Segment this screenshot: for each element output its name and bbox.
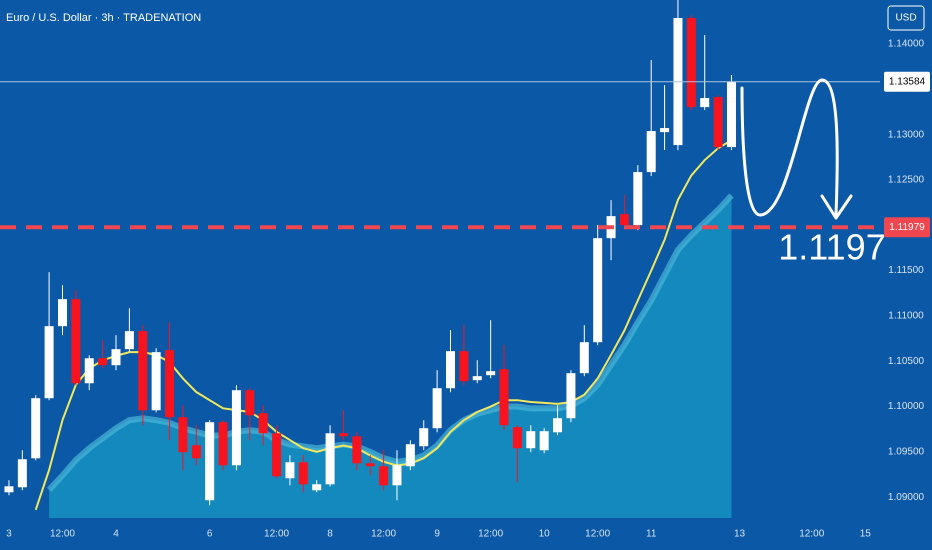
candle-body — [138, 331, 148, 411]
candle-body — [285, 462, 295, 479]
candle-body — [111, 349, 121, 366]
candle-body — [646, 131, 656, 173]
x-tick-label: 6 — [207, 529, 213, 540]
x-tick-label: 12:00 — [50, 529, 75, 540]
candle-body — [17, 459, 27, 488]
candle-body — [231, 390, 241, 466]
level-box — [884, 217, 930, 238]
drawn-arrow — [740, 78, 839, 217]
y-tick-label: 1.10500 — [888, 356, 925, 367]
candle-body — [44, 326, 54, 399]
candle-body — [660, 128, 670, 133]
x-tick-label: 12:00 — [799, 529, 824, 540]
candle-body — [633, 172, 643, 226]
candle-body — [419, 428, 429, 447]
plot-area — [0, 0, 880, 518]
x-tick-label: 15 — [860, 529, 872, 540]
arrow-head — [820, 194, 853, 220]
candle-body — [57, 299, 67, 327]
candle-body — [553, 418, 563, 433]
candle-body — [71, 299, 81, 384]
x-tick-label: 3 — [6, 529, 12, 540]
candle-body — [539, 431, 549, 451]
currency-box[interactable] — [887, 5, 925, 31]
y-tick-label: 1.09500 — [888, 446, 925, 457]
candle-body — [499, 369, 509, 426]
candle-body — [272, 433, 282, 477]
x-tick-label: 4 — [113, 529, 119, 540]
candle-body — [432, 388, 442, 429]
candle-body — [84, 358, 94, 384]
candle-body — [526, 431, 536, 449]
candle-body — [459, 351, 469, 382]
y-tick-label: 1.14000 — [888, 39, 925, 50]
x-tick-label: 13 — [734, 529, 746, 540]
candle-body — [98, 358, 108, 366]
candle-body — [379, 466, 389, 486]
current-price-box — [884, 71, 930, 92]
candle-body — [205, 422, 215, 501]
x-tick-label: 11 — [646, 529, 657, 540]
candle-body — [178, 417, 188, 453]
current-price-label: 1.13584 — [889, 76, 926, 87]
candle-body — [124, 331, 134, 350]
y-tick-label: 1.11500 — [888, 265, 924, 276]
candle-body — [566, 373, 576, 419]
candle-body — [151, 352, 161, 411]
ma-area-edge — [46, 193, 734, 492]
candle-body — [392, 465, 402, 486]
candle-body — [258, 413, 268, 434]
x-tick-label: 9 — [434, 529, 440, 540]
candle-body — [191, 445, 201, 459]
candle-body — [512, 427, 522, 449]
y-tick-label: 1.12500 — [888, 175, 925, 186]
candle-body — [245, 390, 255, 416]
currency-label[interactable]: USD — [895, 13, 916, 24]
candle-body — [4, 486, 14, 493]
candle-body — [593, 238, 603, 343]
candle-body — [352, 436, 362, 464]
x-tick-label: 12:00 — [585, 529, 610, 540]
candle-body — [700, 98, 710, 108]
candle-body — [218, 422, 228, 466]
candle-body — [31, 398, 41, 459]
candle-body — [686, 18, 696, 108]
level-label: 1.11979 — [889, 222, 925, 233]
x-tick-label: 12:00 — [478, 529, 503, 540]
candle-body — [312, 484, 322, 491]
annotation: 1.1197 — [778, 227, 885, 268]
candle-body — [446, 351, 456, 389]
x-tick-label: 8 — [327, 529, 333, 540]
candle-body — [365, 463, 375, 467]
candle-body — [713, 97, 723, 148]
candle-body — [325, 433, 335, 485]
chart-title: Euro / U.S. Dollar · 3h · TRADENATION — [6, 12, 201, 24]
candle-body — [579, 342, 589, 374]
candle-body — [472, 376, 482, 381]
y-tick-label: 1.10000 — [888, 401, 925, 412]
x-tick-label: 10 — [539, 529, 551, 540]
candle-body — [486, 371, 496, 376]
candle-body — [165, 350, 175, 418]
x-tick-label: 12:00 — [264, 529, 289, 540]
candle-body — [619, 214, 629, 226]
candle-body — [298, 462, 308, 485]
y-tick-label: 1.11000 — [888, 311, 924, 322]
candle-body — [726, 81, 736, 148]
candle-body — [338, 433, 348, 437]
y-tick-label: 1.09000 — [888, 492, 925, 503]
y-tick-label: 1.13000 — [888, 129, 925, 140]
x-tick-label: 12:00 — [371, 529, 396, 540]
candle-body — [405, 444, 415, 467]
